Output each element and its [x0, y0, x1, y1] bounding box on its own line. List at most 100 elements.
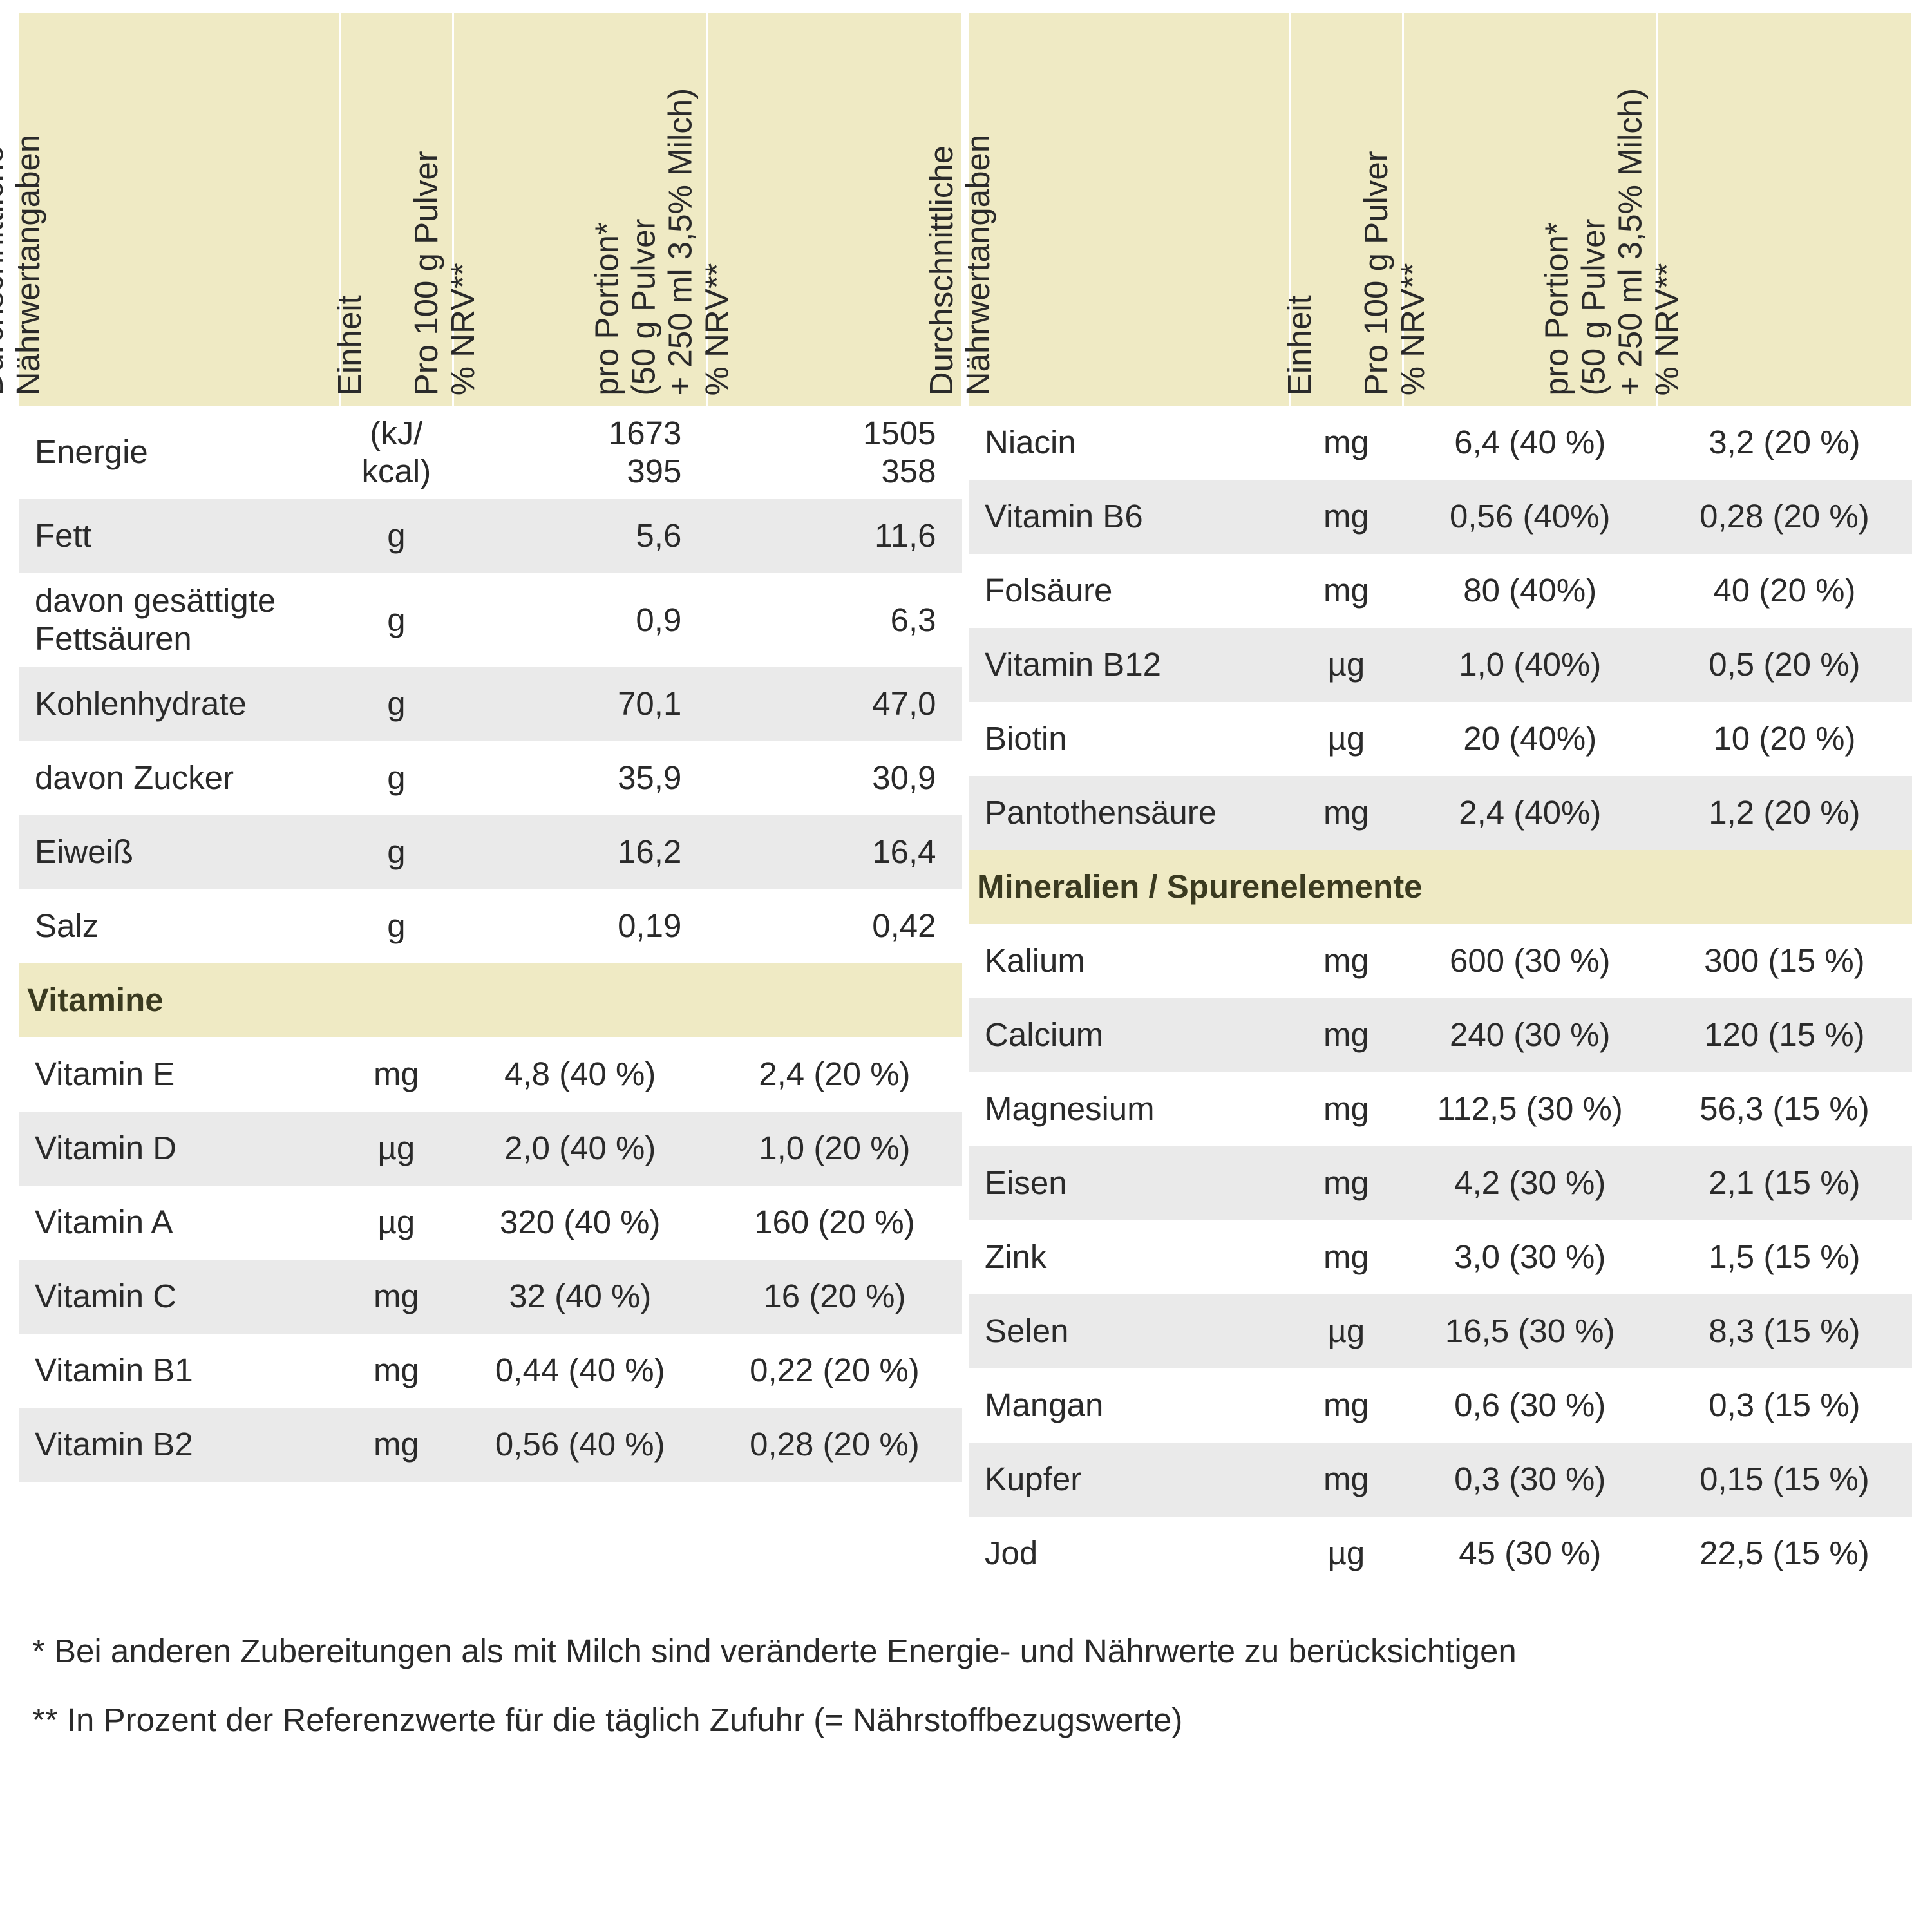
per-100-cell: 3,0 (30 %)	[1403, 1220, 1657, 1294]
per-portion-cell: 47,0	[707, 667, 961, 741]
per-100-cell: 240 (30 %)	[1403, 998, 1657, 1072]
nutrient-name: Salz	[19, 889, 340, 963]
header-row: DurchschnittlicheNährwertangaben Einheit…	[19, 13, 962, 406]
nutrient-name: Vitamin B2	[19, 1408, 340, 1482]
nutrient-name: Vitamin E	[19, 1037, 340, 1112]
per-portion-cell: 2,4 (20 %)	[707, 1037, 961, 1112]
table-row: Kaliummg600 (30 %)300 (15 %)	[969, 924, 1912, 998]
footnote-2: ** In Prozent der Referenzwerte für die …	[32, 1685, 1913, 1754]
nutrient-name: Vitamin B12	[969, 628, 1290, 702]
per-portion-cell: 16 (20 %)	[707, 1260, 961, 1334]
table-row: Manganmg0,6 (30 %)0,3 (15 %)	[969, 1368, 1912, 1443]
per-100-cell: 4,2 (30 %)	[1403, 1146, 1657, 1220]
per-100-cell: 6,4 (40 %)	[1403, 406, 1657, 480]
per-100-cell: 0,6 (30 %)	[1403, 1368, 1657, 1443]
per-100-cell: 32 (40 %)	[453, 1260, 707, 1334]
nutrient-name: Pantothensäure	[969, 776, 1290, 850]
unit-cell: (kJ/kcal)	[340, 406, 453, 499]
nutrient-name: Niacin	[969, 406, 1290, 480]
nutrient-name: Fett	[19, 499, 340, 573]
per-100-cell: 16,5 (30 %)	[1403, 1294, 1657, 1368]
nutrient-name: Mangan	[969, 1368, 1290, 1443]
unit-cell: g	[340, 667, 453, 741]
unit-cell: mg	[1290, 1368, 1403, 1443]
right-column: DurchschnittlicheNährwertangaben Einheit…	[969, 13, 1913, 1591]
per-portion-cell: 0,15 (15 %)	[1657, 1443, 1911, 1517]
unit-cell: g	[340, 815, 453, 889]
nutrient-name: Kupfer	[969, 1443, 1290, 1517]
table-row: Vitamin B12µg1,0 (40%)0,5 (20 %)	[969, 628, 1912, 702]
table-row: Vitamin Dµg2,0 (40 %)1,0 (20 %)	[19, 1112, 962, 1186]
per-100-cell: 320 (40 %)	[453, 1186, 707, 1260]
nutrient-name: Eisen	[969, 1146, 1290, 1220]
per-portion-cell: 56,3 (15 %)	[1657, 1072, 1911, 1146]
unit-cell: mg	[1290, 776, 1403, 850]
table-row: Pantothensäuremg2,4 (40%)1,2 (20 %)	[969, 776, 1912, 850]
per-portion-cell: 0,28 (20 %)	[707, 1408, 961, 1482]
per-portion-cell: 0,3 (15 %)	[1657, 1368, 1911, 1443]
nutrient-name: Vitamin A	[19, 1186, 340, 1260]
section-label: Mineralien / Spurenelemente	[969, 850, 1912, 924]
per-100-cell: 45 (30 %)	[1403, 1517, 1657, 1591]
table-row: Selenµg16,5 (30 %)8,3 (15 %)	[969, 1294, 1912, 1368]
per-100-cell: 112,5 (30 %)	[1403, 1072, 1657, 1146]
columns-container: DurchschnittlicheNährwertangaben Einheit…	[19, 13, 1913, 1591]
per-100-cell: 35,9	[453, 741, 707, 815]
footnotes: * Bei anderen Zubereitungen als mit Milc…	[19, 1616, 1913, 1754]
unit-cell: µg	[340, 1186, 453, 1260]
per-100-cell: 2,4 (40%)	[1403, 776, 1657, 850]
nutrient-name: Magnesium	[969, 1072, 1290, 1146]
table-row: Eisenmg4,2 (30 %)2,1 (15 %)	[969, 1146, 1912, 1220]
table-row: Eiweißg16,216,4	[19, 815, 962, 889]
per-100-cell: 1673395	[453, 406, 707, 499]
nutrition-table-left: DurchschnittlicheNährwertangaben Einheit…	[19, 13, 963, 1482]
nutrient-name: Kalium	[969, 924, 1290, 998]
table-row: Zinkmg3,0 (30 %)1,5 (15 %)	[969, 1220, 1912, 1294]
nutrient-name: Folsäure	[969, 554, 1290, 628]
unit-cell: µg	[1290, 1517, 1403, 1591]
nutrient-name: Vitamin D	[19, 1112, 340, 1186]
per-portion-cell: 30,9	[707, 741, 961, 815]
unit-cell: g	[340, 741, 453, 815]
per-100-cell: 20 (40%)	[1403, 702, 1657, 776]
per-portion-cell: 11,6	[707, 499, 961, 573]
nutrient-name: davon gesättigteFettsäuren	[19, 573, 340, 667]
per-portion-cell: 10 (20 %)	[1657, 702, 1911, 776]
unit-cell: µg	[1290, 702, 1403, 776]
nutrient-name: Selen	[969, 1294, 1290, 1368]
per-portion-cell: 2,1 (15 %)	[1657, 1146, 1911, 1220]
unit-cell: µg	[340, 1112, 453, 1186]
per-100-cell: 0,19	[453, 889, 707, 963]
per-100-cell: 16,2	[453, 815, 707, 889]
table-row: Vitamin Cmg32 (40 %)16 (20 %)	[19, 1260, 962, 1334]
per-100-cell: 0,56 (40 %)	[453, 1408, 707, 1482]
per-100-cell: 5,6	[453, 499, 707, 573]
per-100-cell: 0,56 (40%)	[1403, 480, 1657, 554]
unit-cell: mg	[1290, 924, 1403, 998]
nutrient-name: Zink	[969, 1220, 1290, 1294]
footnote-1: * Bei anderen Zubereitungen als mit Milc…	[32, 1616, 1913, 1685]
table-row: Vitamin B1mg0,44 (40 %)0,22 (20 %)	[19, 1334, 962, 1408]
nutrient-name: Vitamin B1	[19, 1334, 340, 1408]
header-row: DurchschnittlicheNährwertangaben Einheit…	[969, 13, 1912, 406]
table-row: Vitamin Emg4,8 (40 %)2,4 (20 %)	[19, 1037, 962, 1112]
per-portion-cell: 0,5 (20 %)	[1657, 628, 1911, 702]
unit-cell: mg	[1290, 1146, 1403, 1220]
per-100-cell: 0,3 (30 %)	[1403, 1443, 1657, 1517]
unit-cell: mg	[1290, 554, 1403, 628]
table-row: Biotinµg20 (40%)10 (20 %)	[969, 702, 1912, 776]
table-row: Energie(kJ/kcal)16733951505358	[19, 406, 962, 499]
per-portion-cell: 1,5 (15 %)	[1657, 1220, 1911, 1294]
table-row: Kupfermg0,3 (30 %)0,15 (15 %)	[969, 1443, 1912, 1517]
unit-cell: µg	[1290, 1294, 1403, 1368]
unit-cell: mg	[340, 1334, 453, 1408]
per-portion-cell: 0,42	[707, 889, 961, 963]
table-row: Vitamin B6mg0,56 (40%)0,28 (20 %)	[969, 480, 1912, 554]
section-label: Vitamine	[19, 963, 962, 1037]
per-100-cell: 2,0 (40 %)	[453, 1112, 707, 1186]
per-portion-cell: 1505358	[707, 406, 961, 499]
unit-cell: mg	[340, 1037, 453, 1112]
per-100-cell: 80 (40%)	[1403, 554, 1657, 628]
per-portion-cell: 22,5 (15 %)	[1657, 1517, 1911, 1591]
left-column: DurchschnittlicheNährwertangaben Einheit…	[19, 13, 963, 1591]
